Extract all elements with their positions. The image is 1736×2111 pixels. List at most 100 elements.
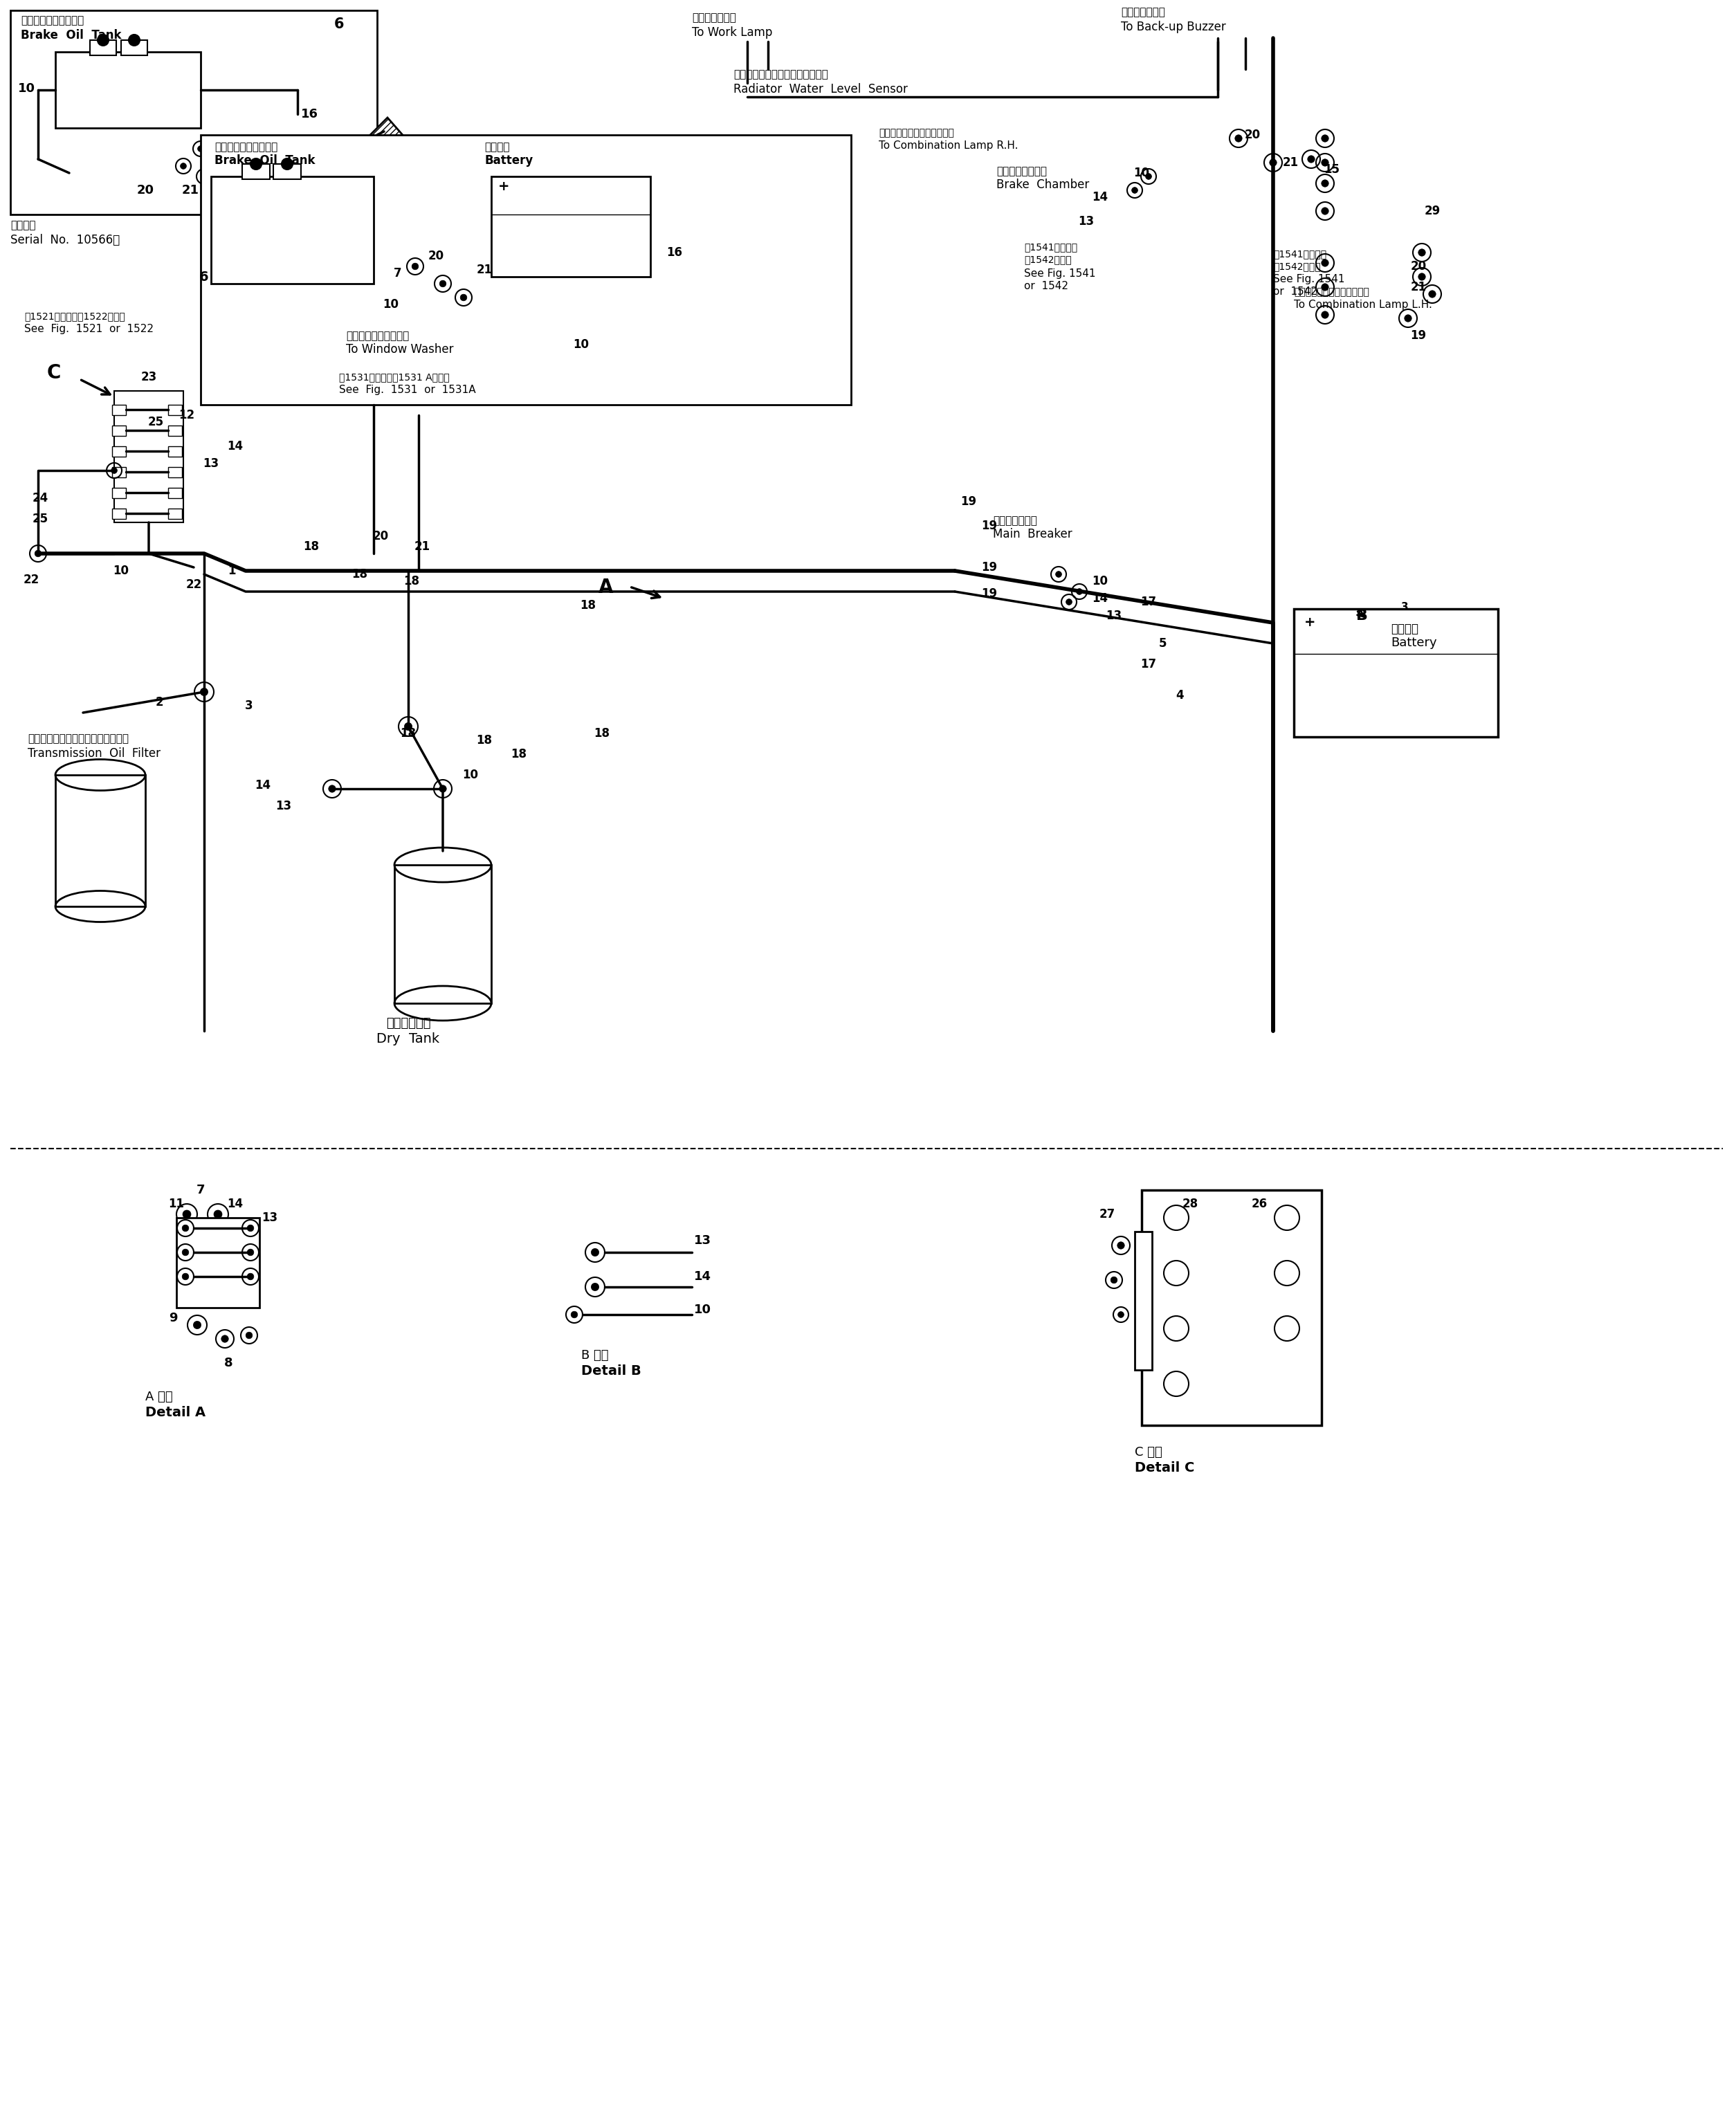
Circle shape bbox=[182, 1224, 189, 1231]
Text: 第1531図または第1531 A図参照: 第1531図または第1531 A図参照 bbox=[339, 372, 450, 382]
Circle shape bbox=[1234, 135, 1243, 141]
Circle shape bbox=[247, 1332, 252, 1338]
Circle shape bbox=[1066, 600, 1073, 606]
Text: 13: 13 bbox=[262, 1212, 278, 1224]
Bar bbox=[113, 426, 127, 435]
Circle shape bbox=[439, 281, 446, 287]
Text: 17: 17 bbox=[1141, 659, 1156, 671]
Text: Dry  Tank: Dry Tank bbox=[377, 1032, 439, 1045]
Text: or  1542: or 1542 bbox=[1024, 281, 1068, 291]
Bar bbox=[56, 53, 201, 129]
Bar bbox=[168, 488, 182, 498]
Text: C: C bbox=[47, 363, 61, 382]
Circle shape bbox=[1076, 589, 1083, 595]
Text: バックブザーへ: バックブザーへ bbox=[1121, 6, 1165, 17]
Text: Serial  No.  10566～: Serial No. 10566～ bbox=[10, 234, 120, 247]
Bar bbox=[168, 509, 182, 519]
Bar bbox=[113, 467, 127, 477]
Text: 12: 12 bbox=[179, 410, 194, 422]
Text: 20: 20 bbox=[373, 530, 389, 543]
Text: 25: 25 bbox=[148, 416, 163, 429]
Text: 23: 23 bbox=[141, 372, 156, 384]
Circle shape bbox=[404, 722, 411, 730]
Text: 10: 10 bbox=[113, 564, 128, 576]
Text: 第1542図参照: 第1542図参照 bbox=[1024, 255, 1071, 264]
Text: or  1542: or 1542 bbox=[1272, 287, 1318, 298]
Text: 9: 9 bbox=[168, 1311, 177, 1324]
Circle shape bbox=[460, 293, 467, 302]
Text: ブレーキチャンバ: ブレーキチャンバ bbox=[996, 167, 1047, 177]
Text: 19: 19 bbox=[981, 519, 998, 532]
Text: Detail A: Detail A bbox=[146, 1406, 205, 1419]
Circle shape bbox=[1418, 272, 1425, 281]
Text: 11: 11 bbox=[168, 1197, 184, 1210]
Circle shape bbox=[247, 1273, 253, 1279]
Circle shape bbox=[1418, 249, 1425, 255]
Circle shape bbox=[193, 1321, 201, 1328]
Text: 21: 21 bbox=[182, 184, 200, 196]
Text: バッテリ: バッテリ bbox=[484, 141, 510, 152]
Bar bbox=[113, 509, 127, 519]
Text: ウィンドウォッシャへ: ウィンドウォッシャへ bbox=[345, 331, 410, 342]
Text: 右コンビネーションランプへ: 右コンビネーションランプへ bbox=[878, 129, 955, 137]
Circle shape bbox=[200, 688, 208, 697]
Circle shape bbox=[219, 150, 224, 156]
Bar bbox=[201, 135, 851, 405]
Circle shape bbox=[281, 158, 293, 169]
Text: ドライタンク: ドライタンク bbox=[385, 1018, 431, 1030]
Circle shape bbox=[182, 1210, 191, 1218]
Bar bbox=[113, 445, 127, 456]
Circle shape bbox=[592, 1283, 599, 1290]
Circle shape bbox=[35, 551, 42, 557]
Text: バッテリ: バッテリ bbox=[1391, 623, 1418, 635]
Text: 10: 10 bbox=[384, 298, 399, 310]
Text: B 詳細: B 詳細 bbox=[582, 1349, 609, 1362]
Text: 29: 29 bbox=[1424, 205, 1441, 217]
Text: 20: 20 bbox=[1410, 260, 1427, 272]
Bar bbox=[10, 11, 377, 215]
Text: 14: 14 bbox=[1092, 190, 1108, 203]
Text: 13: 13 bbox=[1106, 610, 1121, 623]
Text: 18: 18 bbox=[401, 726, 417, 739]
Text: 14: 14 bbox=[255, 779, 271, 792]
Text: Brake  Oil  Tank: Brake Oil Tank bbox=[21, 30, 122, 42]
Text: 10: 10 bbox=[17, 82, 35, 95]
Text: 22: 22 bbox=[186, 578, 201, 591]
Circle shape bbox=[182, 1250, 189, 1256]
Text: 14: 14 bbox=[1092, 593, 1108, 604]
Text: 27: 27 bbox=[1099, 1207, 1115, 1220]
Text: A 詳細: A 詳細 bbox=[146, 1391, 172, 1404]
Circle shape bbox=[1118, 1241, 1125, 1250]
Circle shape bbox=[182, 1273, 189, 1279]
Text: 16: 16 bbox=[300, 108, 318, 120]
Text: 20: 20 bbox=[427, 249, 444, 262]
Text: 第1542図参照: 第1542図参照 bbox=[1272, 262, 1321, 270]
Circle shape bbox=[1321, 179, 1328, 188]
Circle shape bbox=[1055, 572, 1062, 576]
Text: ブレーキオイルタンク: ブレーキオイルタンク bbox=[21, 15, 83, 25]
Text: 14: 14 bbox=[694, 1271, 712, 1283]
Text: 18: 18 bbox=[594, 726, 609, 739]
Text: Radiator  Water  Level  Sensor: Radiator Water Level Sensor bbox=[733, 82, 908, 95]
Text: 5: 5 bbox=[1158, 638, 1167, 650]
Text: 14: 14 bbox=[227, 1197, 243, 1210]
Circle shape bbox=[111, 467, 118, 473]
Text: ワークランプへ: ワークランプへ bbox=[693, 13, 736, 23]
Bar bbox=[113, 488, 127, 498]
Bar bbox=[122, 40, 148, 55]
Circle shape bbox=[1269, 158, 1276, 167]
Text: +: + bbox=[498, 179, 510, 192]
Text: 19: 19 bbox=[981, 562, 998, 574]
Bar bbox=[90, 40, 116, 55]
Text: 21: 21 bbox=[1410, 281, 1427, 293]
Circle shape bbox=[1321, 135, 1328, 141]
Text: B: B bbox=[1356, 608, 1368, 623]
Text: To Back-up Buzzer: To Back-up Buzzer bbox=[1121, 21, 1226, 34]
Bar bbox=[1142, 1191, 1321, 1425]
Text: To Combination Lamp L.H.: To Combination Lamp L.H. bbox=[1293, 300, 1432, 310]
Text: 18: 18 bbox=[304, 540, 319, 553]
Text: 10: 10 bbox=[694, 1305, 712, 1315]
Text: ラジエータウォータレベルセンサ: ラジエータウォータレベルセンサ bbox=[733, 70, 828, 80]
Circle shape bbox=[1404, 315, 1411, 321]
Bar bbox=[115, 391, 184, 521]
